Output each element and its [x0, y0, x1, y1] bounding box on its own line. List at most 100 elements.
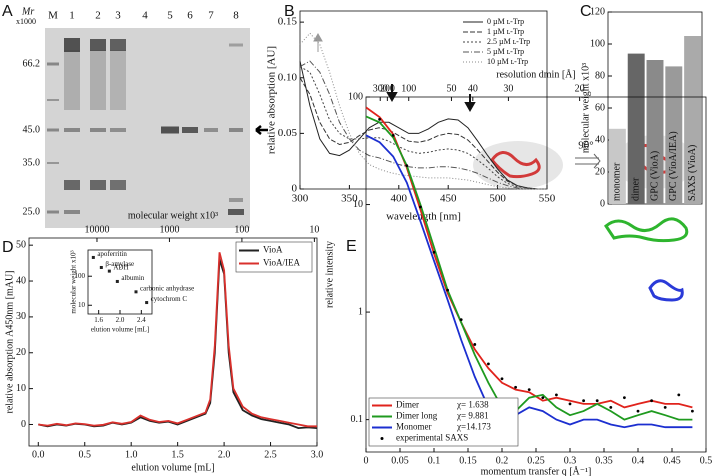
plot-frame — [299, 10, 548, 190]
y-tick-label: 100 — [590, 38, 605, 49]
data-point — [459, 318, 463, 322]
gel-band — [182, 127, 198, 133]
data-point — [623, 396, 626, 400]
x-tick-label: 0.1 — [428, 455, 441, 466]
bar — [608, 128, 626, 204]
rotation-arrow — [593, 153, 601, 169]
legend-label: Dimer long — [396, 411, 438, 421]
data-point — [107, 269, 111, 273]
panel-label: C — [580, 3, 592, 20]
data-point — [527, 388, 531, 392]
gel-band — [47, 128, 59, 132]
x-tick-label: 0.15 — [459, 455, 477, 466]
y-tick-label: 0.1 — [351, 414, 364, 425]
long-dimer-model — [604, 217, 689, 243]
bar-label: monomer — [612, 162, 623, 201]
legend-frame — [368, 397, 519, 447]
lane-label: 3 — [115, 10, 121, 22]
y-tick-label: 0.10 — [278, 71, 298, 83]
x-tick-label: 3.0 — [311, 449, 324, 460]
lane-label: 4 — [142, 10, 148, 22]
gel-band — [64, 128, 80, 132]
data-point — [568, 402, 572, 406]
data-point — [595, 399, 599, 403]
lane-label: 5 — [167, 10, 173, 22]
x-axis-title: elution volume [mL] — [131, 462, 214, 473]
lane-label: M — [48, 10, 58, 22]
x-tick-label: 1.6 — [94, 316, 103, 324]
legend-swatch — [380, 437, 384, 440]
x-tick-label: 2.4 — [137, 316, 146, 324]
y-tick-label: 120 — [590, 6, 605, 17]
x-tick-label: 300 — [292, 192, 309, 204]
data-point — [487, 362, 490, 366]
y-tick-label: 0 — [21, 419, 26, 430]
legend-label: 2.5 µM ʟ-Trp — [487, 37, 530, 46]
x-tick-label: 0 — [364, 455, 369, 466]
x2-tick-label: 1000 — [159, 224, 179, 235]
lane-label: 7 — [208, 10, 214, 22]
data-point — [500, 377, 504, 381]
y-tick-label: 10 — [16, 383, 26, 394]
bar — [684, 36, 702, 204]
marker-label: 35.0 — [23, 157, 41, 168]
data-point — [419, 205, 422, 209]
x-tick-label: 1.5 — [171, 449, 184, 460]
x2-tick-label: 20 — [575, 83, 585, 94]
bar-label: GPC (VioA/IEA) — [668, 131, 679, 201]
y-axis-title: molecular weight x10³ — [70, 250, 78, 313]
dimer-model — [490, 151, 541, 179]
x2-tick-label: 30 — [503, 83, 513, 94]
bar-label: dimer — [630, 177, 641, 201]
lane-label: 2 — [95, 10, 101, 22]
x2-tick-label: 40 — [468, 83, 478, 94]
x-axis-title: elution volume [mL] — [91, 326, 149, 334]
gel-band — [229, 43, 243, 47]
gel-band — [229, 198, 243, 202]
x-tick-label: 0.35 — [595, 455, 613, 466]
gel-band — [204, 128, 218, 132]
x-tick-label: 0.3 — [564, 455, 577, 466]
point-label: ADH — [113, 264, 128, 272]
x-tick-label: 350 — [341, 192, 358, 204]
x2-tick-label: 50 — [446, 83, 456, 94]
lane-label: 8 — [233, 10, 239, 22]
legend-label: 1 µM ʟ-Trp — [487, 27, 524, 36]
data-point — [134, 290, 138, 294]
arrow — [386, 84, 398, 103]
monomer-model — [648, 279, 684, 302]
legend-label: VioA — [263, 245, 283, 255]
x-tick-label: 500 — [489, 192, 506, 204]
x2-tick-label: 300 — [373, 83, 388, 94]
y-axis-title: relative absorption [AU] — [266, 46, 278, 154]
data-point — [582, 399, 585, 403]
legend-label: 5 µM ʟ-Trp — [487, 47, 524, 56]
data-line — [365, 134, 693, 429]
data-point — [145, 301, 149, 305]
panel-label: A — [2, 3, 13, 20]
y-tick-label: 20 — [595, 166, 605, 177]
data-point — [609, 405, 613, 409]
marker-label: 66.2 — [23, 58, 41, 69]
y-tick-label: 20 — [16, 347, 26, 358]
data-point — [555, 393, 558, 397]
x-tick-label: 0.5 — [700, 455, 713, 466]
y-tick-label: 40 — [595, 134, 605, 145]
panel-label: B — [284, 3, 295, 20]
legend-label: VioA/IEA — [263, 258, 300, 268]
x2-tick-label: 10000 — [84, 224, 109, 235]
gel-band — [161, 126, 179, 134]
mr-unit: x1000 — [16, 17, 36, 26]
x2-tick-label: 100 — [234, 224, 249, 235]
gel-band — [110, 39, 126, 51]
x-tick-label: 1.0 — [125, 449, 138, 460]
data-point — [405, 164, 409, 168]
data-point — [99, 265, 103, 269]
plot-frame — [28, 237, 318, 447]
y-tick-label: 50 — [16, 239, 26, 250]
data-line — [299, 60, 547, 190]
y-tick-label: 0.15 — [278, 16, 298, 28]
data-point — [473, 343, 477, 346]
